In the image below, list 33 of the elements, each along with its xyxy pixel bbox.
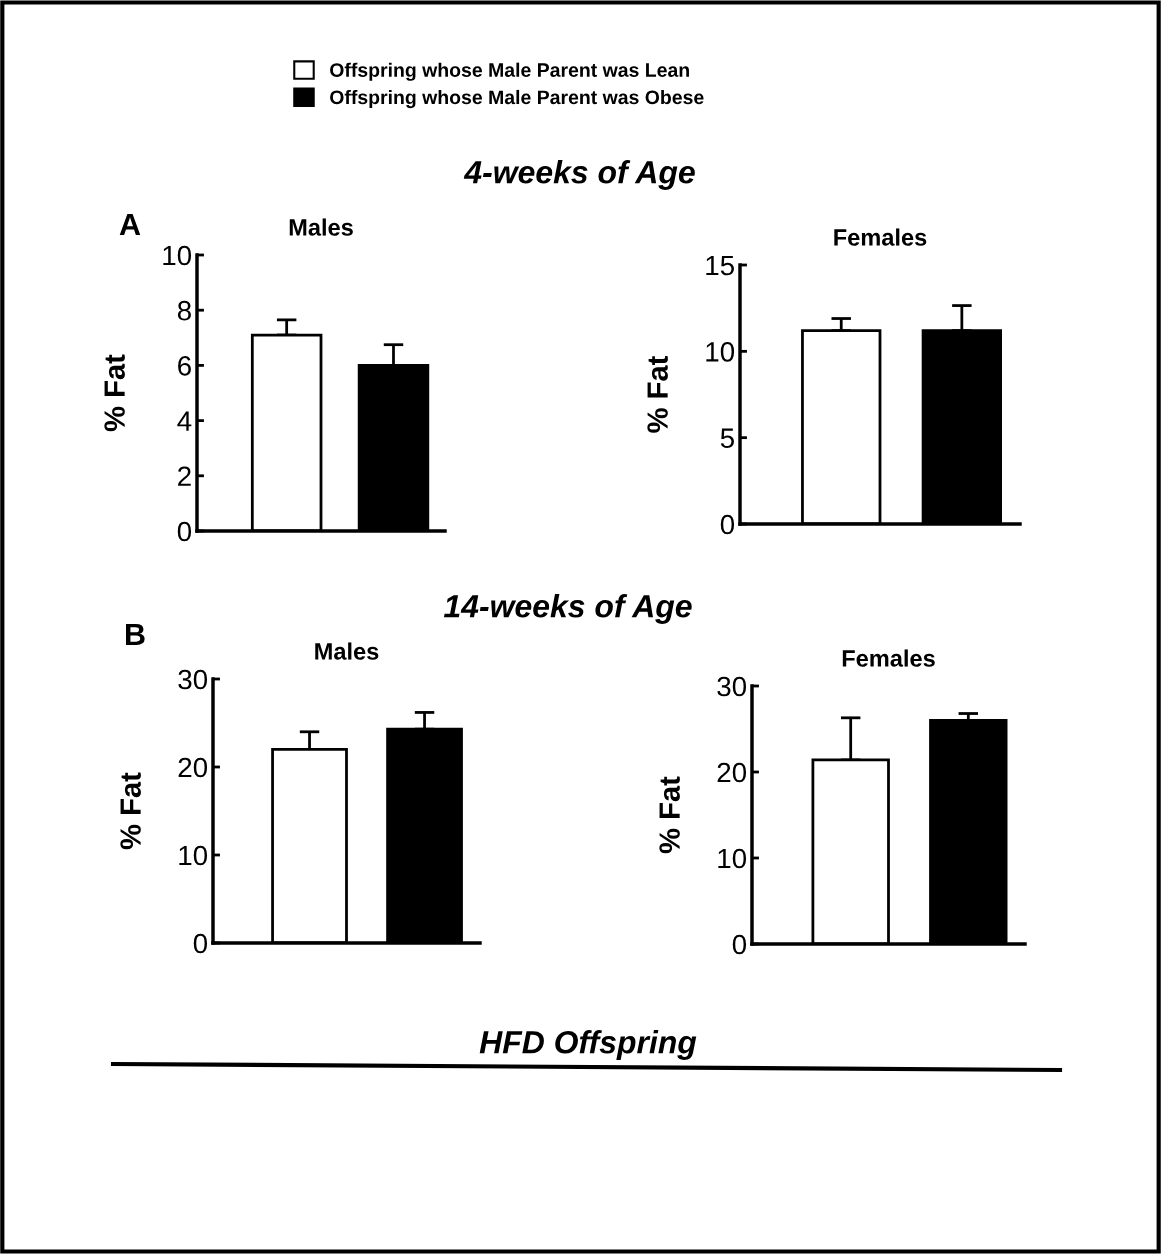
y-tick-label: 30 <box>717 676 747 697</box>
chart-title: Females <box>834 228 927 246</box>
chart-title: Males <box>315 642 379 660</box>
y-tick-label: 10 <box>718 848 747 869</box>
text: B <box>126 623 145 645</box>
y-tick-label: 0 <box>177 521 192 542</box>
y-tick-label: 30 <box>178 669 208 690</box>
y-axis-title: % Fat <box>120 772 141 850</box>
y-axis-title: % Fat <box>104 354 125 432</box>
legend-label: Offspring whose Male Parent was Lean <box>330 62 689 81</box>
text: 14-weeks of Age <box>443 594 692 624</box>
chart-title: Females <box>842 649 935 667</box>
y-tick-label: 0 <box>720 514 735 535</box>
y-axis-title: % Fat <box>647 355 668 433</box>
y-tick-label: 10 <box>163 245 192 266</box>
y-tick-label: 0 <box>732 934 747 955</box>
text: 4-weeks of Age <box>463 160 695 190</box>
text: HFD Offspring <box>479 1030 697 1060</box>
y-tick-label: 20 <box>178 757 208 778</box>
y-tick-label: 0 <box>193 933 208 954</box>
text: A <box>119 213 141 235</box>
y-tick-label: 6 <box>178 356 191 376</box>
y-tick-label: 8 <box>177 300 191 321</box>
y-axis-title: % Fat <box>659 776 680 854</box>
chart-title: Males <box>289 218 353 236</box>
y-tick-label: 4 <box>177 411 192 431</box>
y-tick-label: 10 <box>706 342 735 362</box>
y-tick-label: 10 <box>179 845 208 866</box>
y-tick-label: 2 <box>178 466 191 486</box>
y-tick-label: 15 <box>706 255 734 276</box>
y-tick-label: 5 <box>720 428 734 449</box>
legend-label: Offspring whose Male Parent was Obese <box>330 89 704 109</box>
y-tick-label: 20 <box>717 762 747 783</box>
